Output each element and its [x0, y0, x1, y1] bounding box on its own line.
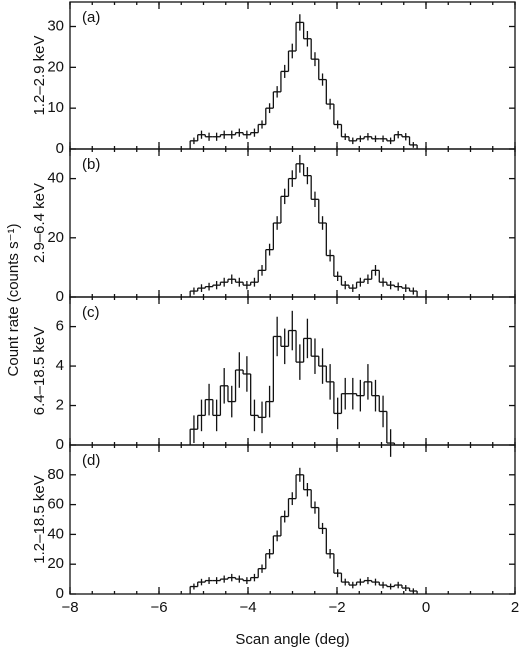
y-tick-label: 40: [47, 170, 64, 187]
x-tick-label: 2: [511, 599, 519, 616]
panel-ylabel: 1.2–18.5 keV: [31, 475, 48, 563]
x-tick-label: −2: [328, 599, 345, 616]
y-tick-label: 30: [47, 17, 64, 34]
y-tick-label: 0: [56, 436, 64, 453]
panel-label: (b): [82, 156, 100, 173]
y-tick-label: 0: [56, 585, 64, 602]
y-tick-label: 60: [47, 496, 64, 513]
y-tick-label: 20: [47, 229, 64, 246]
x-tick-label: 0: [422, 599, 430, 616]
y-tick-label: 20: [47, 58, 64, 75]
y-tick-label: 0: [56, 140, 64, 157]
plot-frame: [69, 444, 516, 595]
plot-frame: [69, 1, 516, 150]
panel-ylabel: 6.4–18.5 keV: [31, 327, 48, 415]
x-tick-label: −6: [150, 599, 167, 616]
panel-ylabel: 2.9–6.4 keV: [31, 183, 48, 263]
panel-ylabel: 1.2–2.9 keV: [31, 35, 48, 115]
x-tick-label: −4: [239, 599, 256, 616]
panel-label: (a): [82, 9, 100, 26]
y-tick-label: 6: [56, 318, 64, 335]
y-tick-label: 80: [47, 466, 64, 483]
panel-label: (d): [82, 452, 100, 469]
y-tick-label: 4: [56, 357, 64, 374]
x-axis-title: Scan angle (deg): [235, 631, 349, 648]
y-tick-label: 0: [56, 288, 64, 305]
x-tick-label: −8: [61, 599, 78, 616]
y-tick-label: 2: [56, 397, 64, 414]
y-tick-label: 20: [47, 555, 64, 572]
y-tick-label: 10: [47, 99, 64, 116]
y-axis-title: Count rate (counts s⁻¹): [5, 224, 22, 377]
y-tick-label: 40: [47, 525, 64, 542]
panel-label: (c): [82, 304, 100, 321]
